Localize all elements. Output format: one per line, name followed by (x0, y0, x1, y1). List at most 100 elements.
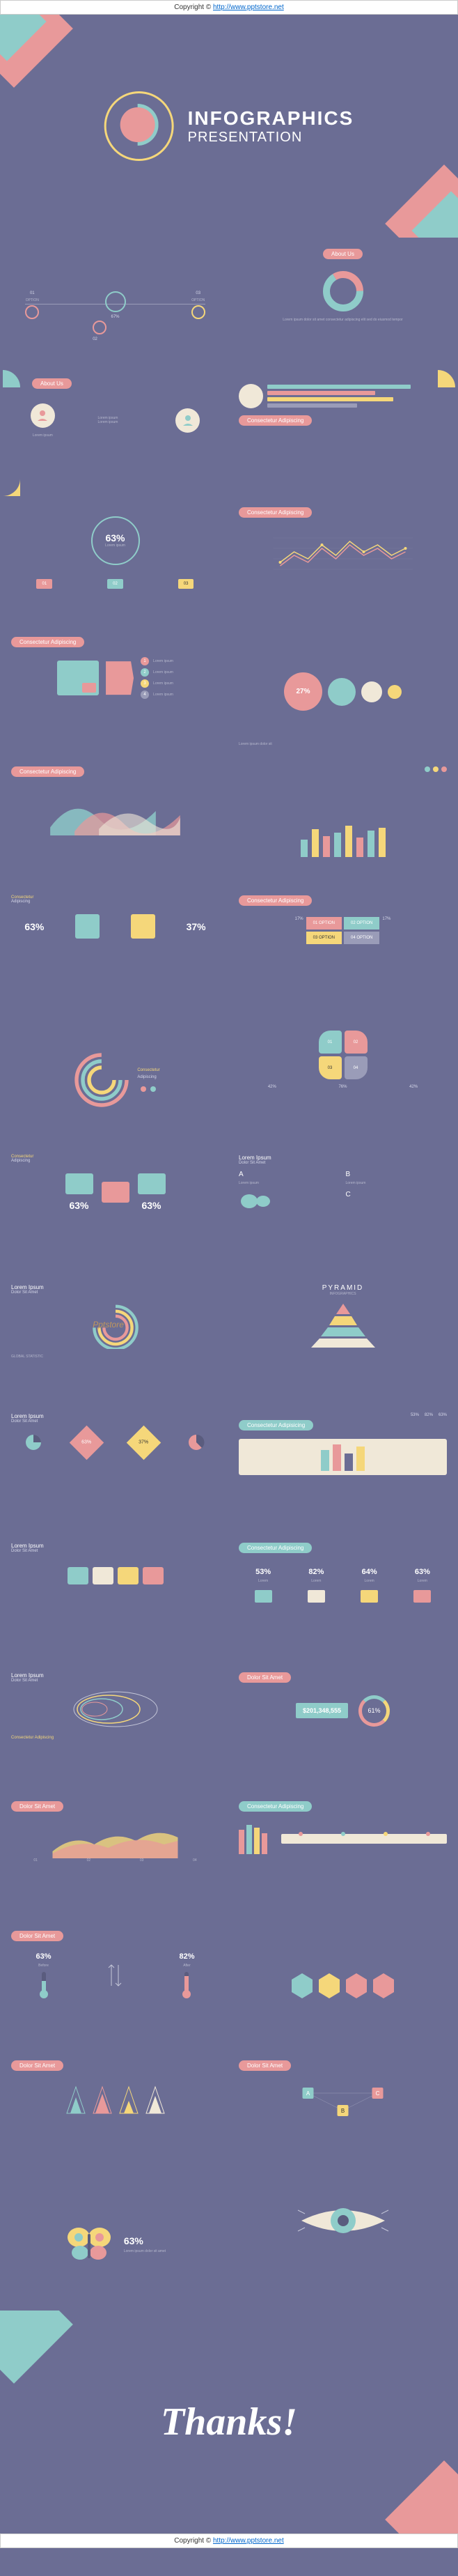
icon-box (255, 1590, 272, 1603)
triangle-icon (65, 2083, 86, 2115)
avatar-icon (31, 403, 55, 428)
icon-box (75, 914, 100, 939)
avatar-icon (175, 408, 200, 433)
ribbon-dot (341, 1832, 345, 1836)
petal: 03 (319, 1056, 342, 1079)
hero-title: INFOGRAPHICS (188, 107, 354, 130)
copyright-link[interactable]: http://www.pptstore.net (213, 2537, 284, 2545)
ribbon-dot (426, 1832, 430, 1836)
subheading-text: Dolor Sit Amet (11, 1290, 219, 1295)
icon-box (118, 1567, 139, 1584)
slide-pyramid: PYRAMIDINFOGRAPHICS (230, 1276, 455, 1403)
heading-text: Lorem Ipsum (239, 1155, 447, 1161)
thanks-text: Thanks! (161, 2400, 297, 2444)
area-chart (11, 1820, 219, 1858)
bar (262, 1833, 267, 1854)
pct: 82% (179, 1952, 194, 1961)
slide-bubble-pct: 27% Lorem ipsum dolor sit (230, 628, 455, 755)
option-box: 02 OPTION (344, 917, 379, 930)
pct: 63% (82, 1440, 92, 1445)
bubble (361, 681, 382, 702)
hero-subtitle: PRESENTATION (188, 130, 354, 146)
heading-badge: Consectetur Adipiscing (239, 507, 312, 518)
pct: 37% (139, 1440, 148, 1445)
ribbon-dot (384, 1832, 388, 1836)
pct-left: 63% (24, 921, 44, 932)
bar (267, 403, 357, 408)
heading-badge: Dolor Sit Amet (11, 1801, 63, 1812)
slide-hexagons (230, 1922, 455, 2049)
pie-icon (188, 1434, 205, 1451)
option-label: OPTION (26, 298, 39, 303)
pct: 63% (35, 1952, 51, 1961)
svg-text:A: A (306, 2090, 310, 2097)
ring-icon (93, 321, 106, 334)
slide-numbered-list: Consectetur Adipiscing 1 Lorem ipsum 2 Lore… (3, 628, 228, 755)
bar (254, 1828, 260, 1854)
legend-dot (150, 1086, 156, 1092)
list-text: Lorem ipsum (153, 659, 173, 664)
slide-network: Dolor Sit Amet A B C (230, 2052, 455, 2179)
option-num: 01 (30, 291, 35, 295)
donut-pct: 61% (358, 1695, 390, 1727)
copyright-text: Copyright © (174, 3, 213, 11)
heading-badge: About Us (323, 249, 363, 259)
bar (356, 838, 363, 857)
list-text: Lorem ipsum (153, 670, 173, 675)
slide-radial-arcs: Consectetur Adipiscing (3, 1017, 228, 1143)
slide-triangles: Dolor Sit Amet (3, 2052, 228, 2179)
num-circle: 3 (141, 679, 149, 688)
hexagon-icon (290, 1972, 315, 2000)
thermometer-icon (38, 1970, 49, 1998)
option-label: OPTION (191, 298, 205, 303)
bar (334, 833, 341, 857)
pyramid-chart (301, 1300, 385, 1349)
list-text: Lorem ipsum (153, 693, 173, 697)
icon-box (68, 1567, 88, 1584)
heading-badge: Dolor Sit Amet (11, 2060, 63, 2071)
title: Consectetur Adipiscing (11, 1736, 219, 1740)
thanks-slide: Thanks! (0, 2311, 458, 2533)
heading-badge: Dolor Sit Amet (239, 1672, 291, 1683)
heading-badge: Consectetur Adipiscing (239, 1801, 312, 1812)
slide-ribbon-bars: Consectetur Adipiscing (230, 1793, 455, 1920)
heading-badge: Consectetur Adipiscing (11, 766, 84, 777)
svg-text:B: B (341, 2108, 345, 2114)
num-circle: 4 (141, 691, 149, 699)
slide-about-avatars: About Us Lorem ipsum Lorem ipsumLorem ip… (3, 370, 228, 497)
pct: 82% (308, 1568, 324, 1576)
title: PYRAMID (322, 1284, 364, 1292)
copyright-footer: Copyright © http://www.pptstore.net (0, 2533, 458, 2548)
bar (379, 828, 386, 857)
option-box: 01 OPTION (306, 917, 342, 930)
progress-box (138, 1173, 166, 1194)
slide-option-grid: Consectetur Adipiscing 17% 01 OPTION 02 … (230, 887, 455, 1014)
bar (368, 831, 374, 857)
world-map-icon (239, 1191, 274, 1212)
petal: 02 (345, 1031, 368, 1054)
copyright-link[interactable]: http://www.pptstore.net (213, 3, 284, 11)
triangle-icon (118, 2083, 139, 2115)
num-circle: 2 (141, 668, 149, 677)
num: 01 (33, 1858, 38, 1863)
bar (267, 397, 393, 401)
diamond: 63% (70, 1426, 104, 1460)
triangle-icon (92, 2083, 113, 2115)
corner-arc-icon (438, 370, 455, 387)
arrow-shape (106, 657, 134, 699)
subheading-text: Adipiscing (11, 1159, 219, 1163)
heading-badge: Consectetur Adipiscing (11, 637, 84, 647)
slide-pie-diamond: Lorem Ipsum Dolor Sit Amet 63% 37% (3, 1405, 228, 1532)
petal-chart: 01 02 03 04 (319, 1031, 368, 1079)
slide-money-donut: Dolor Sit Amet $201,348,555 61% (230, 1664, 455, 1791)
heading-badge: Consectetur Adipiscing (239, 415, 312, 426)
legend-dot (425, 766, 430, 772)
label: Before (38, 1964, 49, 1968)
subheading-text: Adipiscing (137, 1075, 159, 1079)
option-box: 04 OPTION (344, 932, 379, 944)
slide-two-pct-icons: Consectetur Adipiscing 63% 37% (3, 887, 228, 1014)
slide-avatar-bars: Consectetur Adipiscing (230, 370, 455, 497)
slide-line-chart: Consectetur Adipiscing (230, 499, 455, 626)
num-circle: 1 (141, 657, 149, 665)
lorem-text: Lorem ipsum dolor sit amet (124, 2249, 166, 2254)
